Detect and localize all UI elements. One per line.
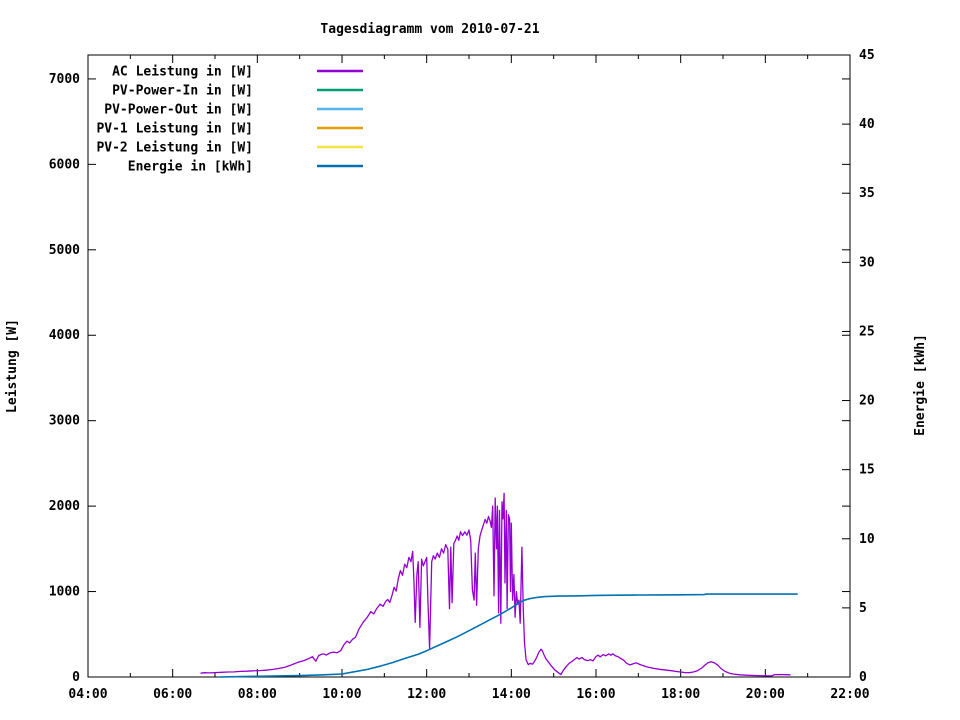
x-tick-label: 22:00 [830,687,869,702]
x-tick-label: 18:00 [661,687,700,702]
legend-entry-ac-leistung-in-w: AC Leistung in [W] [112,65,363,80]
y2-tick-label: 25 [859,324,875,339]
y2-tick-label: 0 [859,670,867,685]
y-tick-label: 7000 [49,72,80,87]
y2-tick-label: 20 [859,394,875,409]
x-tick-label: 16:00 [576,687,615,702]
legend-label: PV-2 Leistung in [W] [96,141,253,156]
y2-axis-label: Energie [kWh] [913,334,928,436]
x-tick-label: 14:00 [492,687,531,702]
y-axis-label: Leistung [W] [5,319,20,413]
y2-tick-label: 30 [859,255,875,270]
legend: AC Leistung in [W] PV-Power-In in [W] PV-P… [96,65,363,175]
series-energie-in-kwh-line [218,593,798,678]
x-tick-label: 06:00 [153,687,192,702]
legend-label: Energie in [kWh] [128,160,253,175]
series-ac-leistung-in-w-line [200,492,791,677]
y2-tick-label: 15 [859,463,875,478]
legend-label: AC Leistung in [W] [112,65,253,80]
legend-entry-pv-1-leistung-in-w: PV-1 Leistung in [W] [96,122,363,137]
legend-entry-pv-2-leistung-in-w: PV-2 Leistung in [W] [96,141,363,156]
y2-tick-label: 5 [859,601,867,616]
x-tick-label: 12:00 [407,687,446,702]
y2-tick-label: 35 [859,186,875,201]
chart-title: Tagesdiagramm vom 2010-07-21 [320,22,539,37]
y2-tick-label: 40 [859,117,875,132]
y-tick-label: 6000 [49,157,80,172]
y-tick-label: 2000 [49,499,80,514]
legend-label: PV-1 Leistung in [W] [96,122,253,137]
legend-entry-energie-in-kwh: Energie in [kWh] [128,160,363,175]
x-tick-label: 10:00 [322,687,361,702]
series-curves [200,492,798,678]
legend-label: PV-Power-Out in [W] [104,103,253,118]
x-tick-label: 20:00 [746,687,785,702]
x-tick-label: 08:00 [238,687,277,702]
legend-entry-pv-power-in-in-w: PV-Power-In in [W] [112,84,363,99]
y-tick-label: 3000 [49,414,80,429]
plot-frame: 04:00 06:00 08:00 10:00 12:00 14:00 16:00 18:00… [49,48,875,702]
legend-entry-pv-power-out-in-w: PV-Power-Out in [W] [104,103,363,118]
x-tick-label: 04:00 [68,687,107,702]
y-tick-label: 5000 [49,243,80,258]
y2-tick-label: 10 [859,532,875,547]
legend-label: PV-Power-In in [W] [112,84,253,99]
y-tick-label: 4000 [49,328,80,343]
y-tick-label: 1000 [49,585,80,600]
y2-tick-label: 45 [859,48,875,63]
y-tick-label: 0 [72,670,80,685]
